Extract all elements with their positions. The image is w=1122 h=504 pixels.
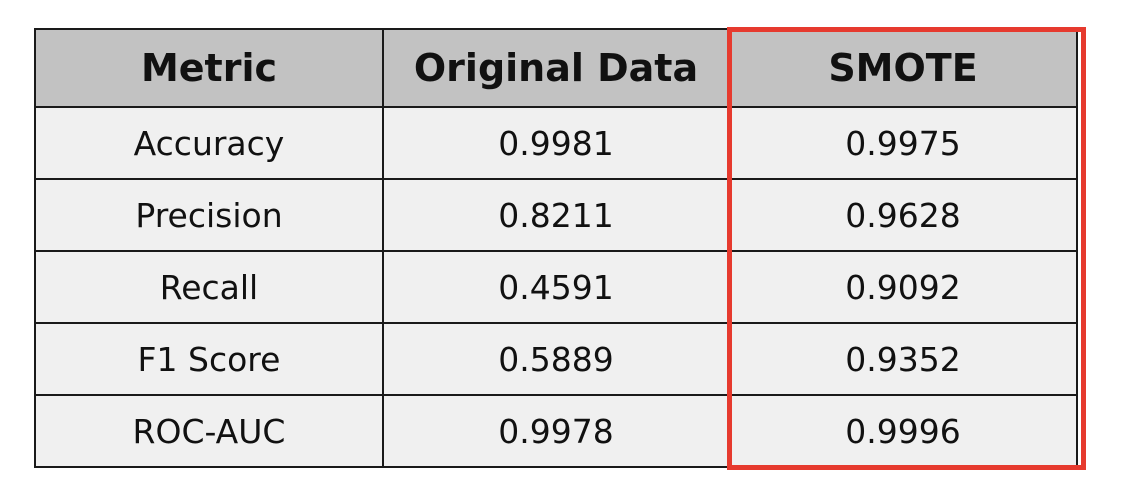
- smote-value: 0.9975: [728, 106, 1078, 180]
- smote-value: 0.9996: [728, 394, 1078, 468]
- header-metric: Metric: [34, 28, 384, 108]
- smote-value: 0.9628: [728, 178, 1078, 252]
- metric-name: Precision: [34, 178, 384, 252]
- original-value: 0.9978: [382, 394, 730, 468]
- metric-name: Accuracy: [34, 106, 384, 180]
- header-row: Metric Original Data SMOTE: [34, 28, 1078, 108]
- header-original-data: Original Data: [382, 28, 730, 108]
- metric-name: ROC-AUC: [34, 394, 384, 468]
- original-value: 0.5889: [382, 322, 730, 396]
- table-row: ROC-AUC 0.9978 0.9996: [34, 394, 1078, 468]
- original-value: 0.8211: [382, 178, 730, 252]
- metric-name: Recall: [34, 250, 384, 324]
- smote-value: 0.9352: [728, 322, 1078, 396]
- table-row: Recall 0.4591 0.9092: [34, 250, 1078, 324]
- metrics-comparison-table: Metric Original Data SMOTE Accuracy 0.99…: [34, 28, 1078, 468]
- table-row: Precision 0.8211 0.9628: [34, 178, 1078, 252]
- smote-value: 0.9092: [728, 250, 1078, 324]
- table-row: Accuracy 0.9981 0.9975: [34, 106, 1078, 180]
- original-value: 0.4591: [382, 250, 730, 324]
- header-smote: SMOTE: [728, 28, 1078, 108]
- table-row: F1 Score 0.5889 0.9352: [34, 322, 1078, 396]
- metric-name: F1 Score: [34, 322, 384, 396]
- original-value: 0.9981: [382, 106, 730, 180]
